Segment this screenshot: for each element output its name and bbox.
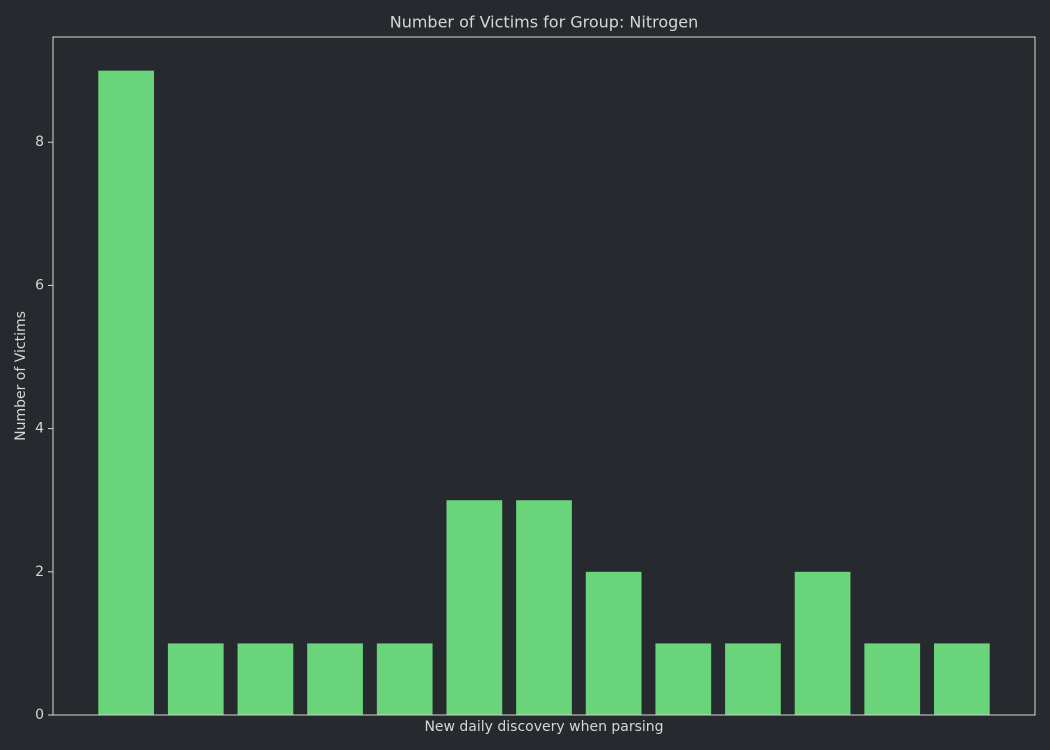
bar (376, 643, 433, 715)
bar (864, 643, 921, 715)
bar (237, 643, 294, 715)
x-axis-label: New daily discovery when parsing (424, 719, 663, 735)
bar (516, 500, 572, 715)
y-tick-label: 8 (35, 134, 44, 150)
bar (794, 571, 851, 715)
bar (934, 643, 990, 715)
bar (98, 70, 154, 716)
bar (725, 643, 781, 715)
bar (585, 571, 642, 715)
y-tick-label: 6 (35, 277, 44, 293)
y-tick-label: 0 (35, 707, 44, 723)
bar (655, 643, 712, 715)
bar (167, 643, 224, 715)
y-tick-label: 4 (35, 421, 44, 437)
y-tick-label: 2 (35, 564, 44, 580)
chart-title: Number of Victims for Group: Nitrogen (390, 13, 699, 32)
plot-frame (52, 36, 1036, 716)
y-axis-label: Number of Victims (13, 311, 29, 441)
bar (446, 500, 503, 715)
bar (307, 643, 363, 715)
